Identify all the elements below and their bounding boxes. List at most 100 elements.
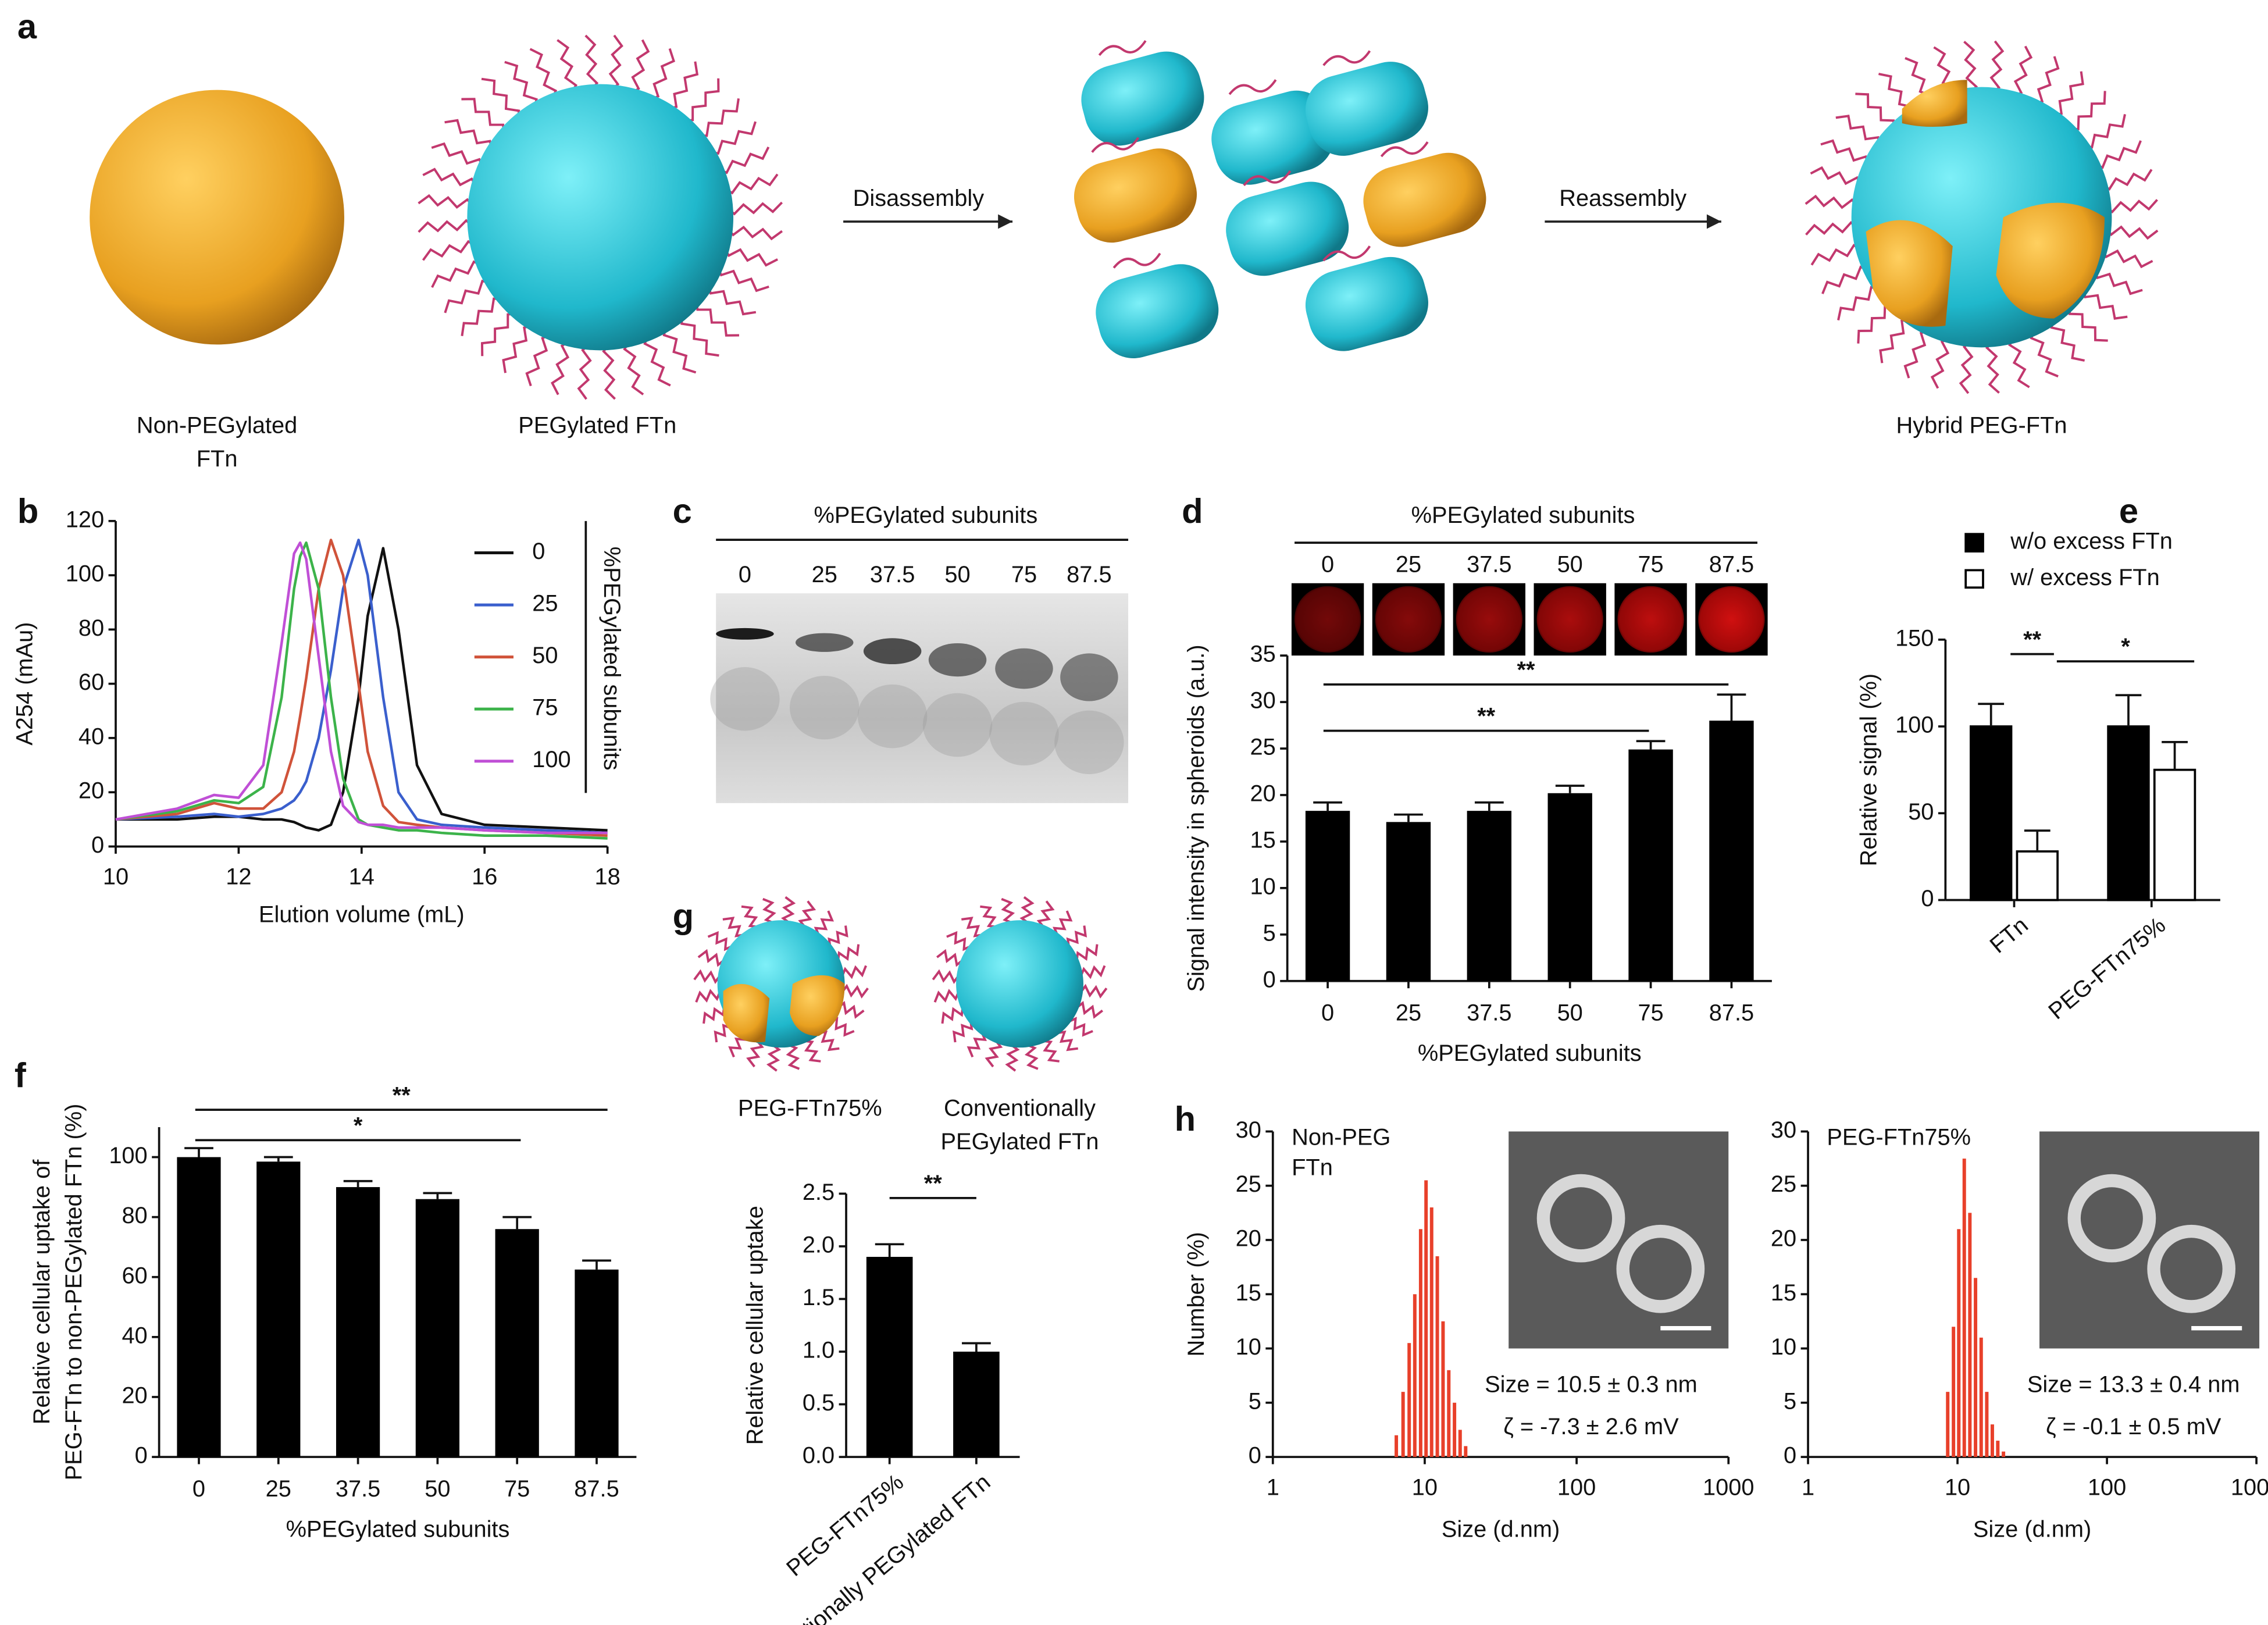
spheroid (1294, 586, 1361, 653)
histogram-bar (1996, 1441, 2000, 1457)
peg-chain (525, 332, 555, 387)
peg-chain (577, 340, 593, 400)
panel-letter: f (15, 1056, 26, 1095)
peg-chain (2090, 140, 2142, 169)
peg-chain (705, 121, 757, 155)
bar (256, 1161, 301, 1457)
y-tick-label: 2.5 (803, 1179, 835, 1205)
y-tick-label: 5 (1784, 1388, 1796, 1414)
peg-chain (2066, 91, 2106, 131)
histogram-bar (1990, 1424, 1994, 1457)
gel-band (1060, 653, 1118, 701)
gel-lane-label: 0 (739, 562, 751, 587)
histogram-bar (1979, 1337, 1983, 1457)
peg-chain (2101, 199, 2158, 214)
spheroid (1536, 586, 1603, 653)
line-series (115, 541, 608, 835)
x-tick-label: 12 (226, 864, 251, 890)
histogram-bar (1424, 1180, 1428, 1457)
significance-label: ** (1477, 704, 1495, 729)
y-tick-label: 20 (79, 778, 104, 804)
peg-chain (706, 280, 757, 316)
orange-subunit (790, 975, 845, 1036)
peg-chain (2050, 315, 2085, 362)
panel-letter: e (2119, 491, 2138, 530)
x-tick-label: 25 (266, 1476, 291, 1502)
x-tick-label: 10 (1412, 1474, 1438, 1500)
x-tick-label: PEG-FTn75% (2044, 913, 2170, 1025)
y-tick-label: 30 (1250, 688, 1276, 714)
panel-letter: d (1182, 491, 1203, 530)
bar (177, 1157, 221, 1457)
y-tick-label: 0 (91, 832, 104, 858)
panel-annotation: PEG-FTn75% (1827, 1124, 1971, 1150)
y-tick-label: 20 (1250, 781, 1276, 806)
peg-chain (1963, 41, 1978, 98)
y-tick-label: 100 (1895, 712, 1934, 738)
peg-chain (551, 337, 574, 395)
gel-title: %PEGylated subunits (814, 503, 1037, 528)
panel-letter: h (1175, 1099, 1196, 1138)
significance-label: ** (924, 1171, 942, 1196)
panel-annotation: Non-PEG (1292, 1124, 1390, 1150)
peg-chain (694, 297, 740, 337)
panel-letter: a (17, 7, 37, 46)
bar (495, 1229, 539, 1457)
y-tick-label: 100 (109, 1143, 147, 1168)
subunit (1096, 264, 1219, 359)
y-tick-label: 40 (79, 724, 104, 749)
bar (1386, 822, 1431, 981)
significance-label: ** (1517, 657, 1535, 683)
peg-chain (422, 168, 480, 191)
peg-chain (627, 39, 650, 97)
bar (1547, 793, 1592, 981)
y-tick-label: 20 (122, 1382, 147, 1408)
panel-annotation: FTn (1292, 1155, 1333, 1181)
spheroid (1698, 586, 1765, 653)
histogram-bar (1429, 1207, 1433, 1457)
x-axis-label: Elution volume (mL) (259, 901, 465, 927)
legend-label: 100 (532, 747, 570, 772)
peg-chain (557, 39, 578, 98)
tem-ring (1616, 1224, 1705, 1313)
y-tick-label: 25 (1250, 735, 1276, 760)
image-label: 0 (1321, 551, 1334, 577)
image-label: 25 (1396, 551, 1421, 577)
peg-chain (1098, 40, 1147, 56)
x-tick-label: 0 (1321, 1000, 1334, 1025)
y-tick-label: 100 (66, 561, 104, 587)
spheroid (1375, 586, 1442, 653)
peg-chain (720, 173, 779, 195)
peg-chain (418, 219, 477, 233)
image-label: 87.5 (1709, 551, 1754, 577)
y-tick-label: 120 (66, 507, 104, 532)
peg-chain (2092, 265, 2143, 295)
orange-subunit (1902, 80, 1967, 127)
bar (415, 1199, 460, 1457)
peg-chain (723, 201, 783, 216)
subunit (1226, 181, 1349, 276)
peg-chain (2049, 71, 2084, 117)
peg-chain (1835, 115, 1882, 150)
peg-chain (2079, 113, 2126, 149)
legend-label: w/ excess FTn (2010, 565, 2159, 590)
x-axis-label: %PEGylated subunits (286, 1516, 510, 1542)
bar (575, 1269, 619, 1457)
stat-label: Size = 10.5 ± 0.3 nm (1485, 1372, 1698, 1398)
peg-chain (2099, 245, 2153, 269)
line-series (115, 539, 608, 835)
y-tick-label: 1.0 (803, 1338, 835, 1363)
bar (1970, 725, 2013, 901)
peg-chain (1805, 220, 1862, 236)
peg-chain (529, 48, 558, 104)
peg-chain (1837, 286, 1884, 321)
bar (2016, 850, 2059, 901)
peg-chain (643, 331, 671, 387)
bar (2153, 768, 2196, 901)
peg-chain (694, 98, 740, 137)
peg-chain (664, 61, 699, 112)
y-tick-label: 15 (1250, 827, 1276, 853)
gel-image (716, 593, 1129, 803)
gel-smear (790, 675, 860, 740)
